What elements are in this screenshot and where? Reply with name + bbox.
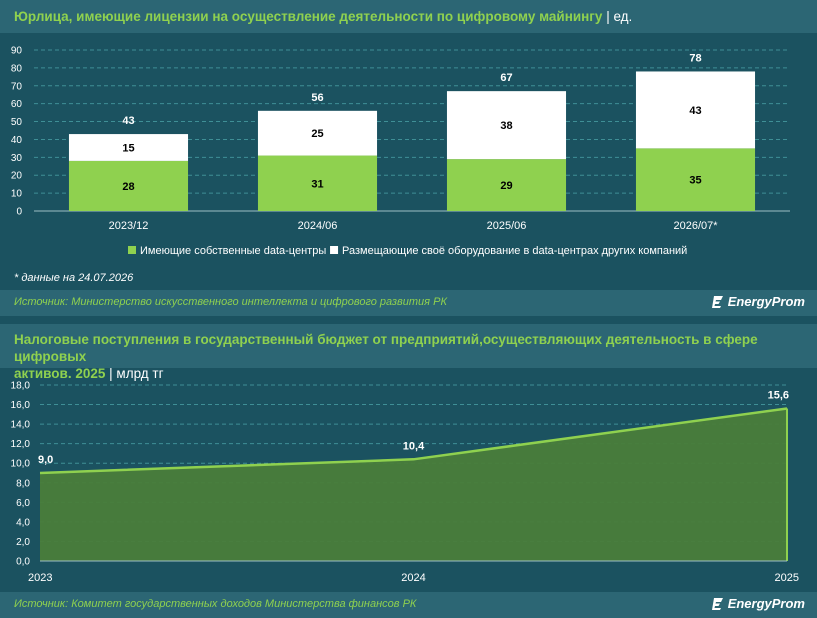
bar-total-label: 56 xyxy=(311,92,323,104)
area-fill xyxy=(40,408,787,561)
x-tick-label: 2024 xyxy=(401,572,425,584)
y-tick-label: 10 xyxy=(11,189,23,200)
legend-swatch xyxy=(330,246,339,254)
y-tick-label: 2,0 xyxy=(16,537,30,548)
bar-value-label: 35 xyxy=(689,175,701,187)
bar-segment xyxy=(635,71,756,149)
chart2-unit-text: млрд тг xyxy=(116,366,164,381)
chart1-title: Юрлица, имеющие лицензии на осуществлени… xyxy=(14,9,632,24)
x-tick-label: 2025 xyxy=(775,572,799,584)
chart1-unit-text: ед. xyxy=(613,9,633,24)
x-tick-label: 2024/06 xyxy=(298,220,338,232)
chart1-note: * данные на 24.07.2026 xyxy=(14,272,134,284)
chart2-logo: EnergyProm xyxy=(711,596,805,611)
y-tick-label: 0,0 xyxy=(16,557,30,568)
y-tick-label: 80 xyxy=(11,63,23,74)
point-value-label: 10,4 xyxy=(403,440,425,452)
bar-segment xyxy=(68,160,189,211)
bar-total-label: 43 xyxy=(122,115,134,127)
point-value-label: 15,6 xyxy=(768,389,789,401)
x-tick-label: 2023 xyxy=(28,572,52,584)
chart2-logo-text: EnergyProm xyxy=(727,596,805,611)
y-tick-label: 0 xyxy=(16,207,22,218)
area-line xyxy=(39,407,788,475)
x-tick-label: 2023/12 xyxy=(109,220,149,232)
chart2-title-line2: активов. 2025 xyxy=(14,366,106,381)
chart1-unit: | ед. xyxy=(606,9,633,24)
chart2-header: Налоговые поступления в государственный … xyxy=(0,324,817,381)
bar-total-label: 78 xyxy=(689,52,701,64)
chart1-bar-chart: 0 10 20 30 40 50 60 70 80 90 28 15 43 2023/12 31 25 56 20… xyxy=(11,46,790,257)
chart1-footer: Источник: Министерство искусственного ин… xyxy=(0,290,817,316)
point-value-label: 9,0 xyxy=(38,454,53,466)
y-tick-label: 14,0 xyxy=(11,420,31,431)
bar-segment xyxy=(257,155,378,211)
chart1-logo-text: EnergyProm xyxy=(727,294,805,309)
chart1-logo: EnergyProm xyxy=(711,294,805,309)
bar-segment xyxy=(446,159,567,211)
y-tick-label: 40 xyxy=(11,135,23,146)
chart2-source: Источник: Комитет государственных доходо… xyxy=(14,598,417,610)
y-tick-label: 6,0 xyxy=(16,498,30,509)
y-tick-label: 60 xyxy=(11,99,23,110)
bar-value-label: 25 xyxy=(311,128,323,140)
bar-value-label: 31 xyxy=(311,178,323,190)
energyprom-logo-icon xyxy=(711,295,723,308)
bar-segment xyxy=(257,110,378,156)
x-tick-label: 2025/06 xyxy=(487,220,527,232)
bar-value-label: 28 xyxy=(122,181,134,193)
x-tick-label: 2026/07* xyxy=(673,220,718,232)
chart2-footer: Источник: Комитет государственных доходо… xyxy=(0,592,817,618)
chart2-title: Налоговые поступления в государственный … xyxy=(14,331,817,382)
chart1-source: Источник: Министерство искусственного ин… xyxy=(14,296,447,308)
bar-value-label: 15 xyxy=(122,142,134,154)
y-tick-label: 8,0 xyxy=(16,478,30,489)
chart2-title-line1: Налоговые поступления в государственный … xyxy=(14,332,758,364)
chart2-area-chart: 0,0 2,0 4,0 6,0 8,0 10,0 12,0 14,0 16,0 18,0 9,0 20… xyxy=(11,381,799,585)
bar-value-label: 29 xyxy=(500,180,512,192)
y-tick-label: 90 xyxy=(11,46,23,57)
bar-total-label: 67 xyxy=(500,72,512,84)
bar-segment xyxy=(446,91,567,160)
bar-value-label: 38 xyxy=(500,120,512,132)
bar-segment xyxy=(68,134,189,161)
y-tick-label: 70 xyxy=(11,81,23,92)
chart1-header: Юрлица, имеющие лицензии на осуществлени… xyxy=(0,0,817,33)
y-tick-label: 10,0 xyxy=(11,459,31,470)
bar-value-label: 43 xyxy=(689,105,701,117)
bar-segment xyxy=(635,148,756,211)
legend-label: Имеющие собственные data-центры xyxy=(140,245,326,257)
y-tick-label: 4,0 xyxy=(16,517,30,528)
y-tick-label: 12,0 xyxy=(11,439,31,450)
y-tick-label: 20 xyxy=(11,171,23,182)
chart2-unit: | млрд тг xyxy=(105,366,164,381)
legend-label: Размещающие своё оборудование в data-цен… xyxy=(342,245,687,257)
energyprom-logo-icon xyxy=(711,597,723,610)
y-tick-label: 30 xyxy=(11,153,23,164)
y-tick-label: 16,0 xyxy=(11,400,31,411)
y-tick-label: 18,0 xyxy=(11,381,31,392)
legend-swatch xyxy=(128,246,136,254)
y-tick-label: 50 xyxy=(11,117,23,128)
chart1-title-text: Юрлица, имеющие лицензии на осуществлени… xyxy=(14,9,603,24)
